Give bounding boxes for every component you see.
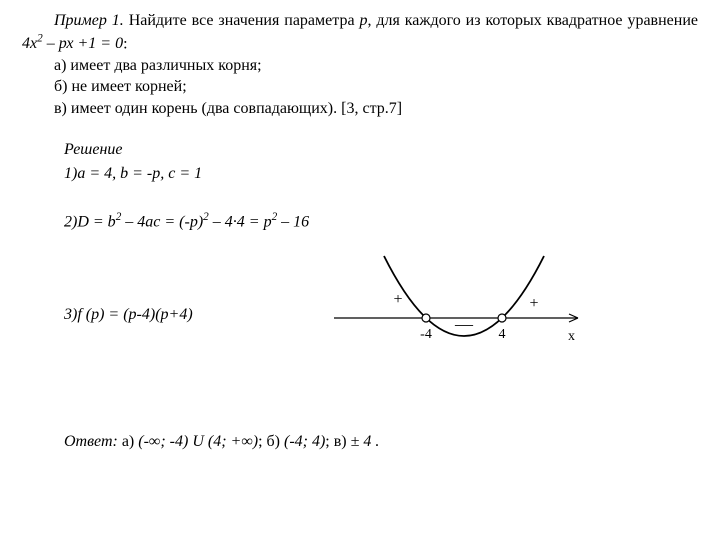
sign-chart: -4 4 + + — х: [324, 248, 584, 383]
answer-c-pref: ; в): [325, 433, 350, 450]
answer-b-val: (-4; 4): [284, 433, 325, 450]
answer-a-val: (-∞; -4) U (4; +∞): [138, 433, 258, 450]
answer-label: Ответ:: [64, 433, 118, 450]
item-a: а) имеет два различных корня;: [22, 55, 698, 77]
svg-text:+: +: [529, 295, 538, 312]
lead-text-2: , для каждого из которых квадратное урав…: [367, 12, 698, 29]
svg-text:х: х: [568, 329, 575, 344]
svg-text:4: 4: [499, 327, 506, 342]
sol2-tail: – 16: [277, 214, 309, 231]
solution-line-2: 2)D = b2 – 4ac = (-p)2 – 4·4 = p2 – 16: [64, 211, 698, 231]
item-c: в) имеет один корень (два совпадающих). …: [22, 98, 698, 120]
eq-pre: 4х: [22, 35, 37, 52]
svg-text:—: —: [454, 314, 474, 334]
solution-line-1: 1)a = 4, b = -p, c = 1: [64, 165, 698, 183]
eq-post: – рх +1 = 0: [43, 35, 123, 52]
answer-line: Ответ: а) (-∞; -4) U (4; +∞); б) (-4; 4)…: [22, 433, 698, 451]
answer-b-pref: ; б): [258, 433, 284, 450]
sol2-mid1: – 4ac = (-p): [121, 214, 203, 231]
problem-statement: Пример 1. Найдите все значения параметра…: [22, 10, 698, 119]
example-label: Пример 1.: [54, 12, 124, 29]
lead-text-1: Найдите все значения параметра: [124, 12, 360, 29]
solution-block: Решение 1)a = 4, b = -p, c = 1 2)D = b2 …: [22, 141, 698, 382]
sol2-pre: 2)D = b: [64, 214, 116, 231]
svg-text:+: +: [393, 291, 402, 308]
solution-line-3: 3)f (p) = (p-4)(p+4): [64, 306, 324, 324]
answer-a-pref: а): [118, 433, 138, 450]
svg-text:-4: -4: [420, 327, 432, 342]
lead-tail: :: [123, 35, 127, 52]
answer-c-val: ± 4 .: [351, 433, 380, 450]
sol2-mid2: – 4·4 = p: [209, 214, 272, 231]
item-b: б) не имеет корней;: [22, 76, 698, 98]
solution-title: Решение: [64, 141, 698, 159]
